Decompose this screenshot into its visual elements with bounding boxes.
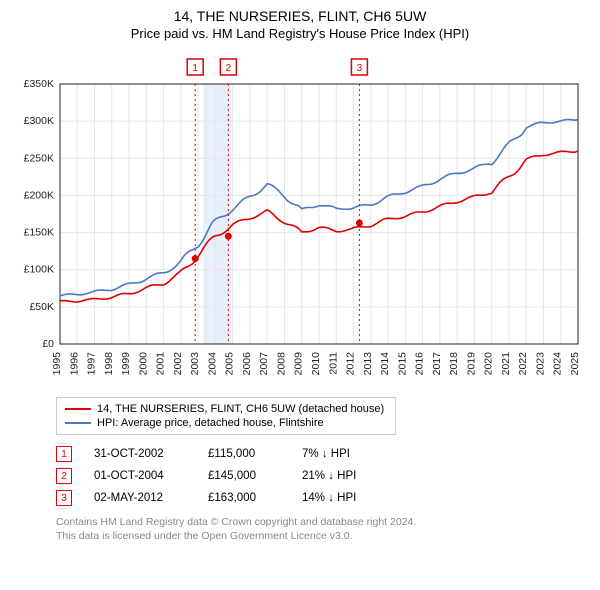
svg-text:1999: 1999 bbox=[120, 352, 132, 376]
svg-text:2006: 2006 bbox=[241, 352, 253, 376]
svg-text:2016: 2016 bbox=[414, 352, 426, 376]
sale-price: £163,000 bbox=[208, 492, 280, 504]
chart-subtitle: Price paid vs. HM Land Registry's House … bbox=[12, 26, 588, 41]
sales-table: 1 31-OCT-2002 £115,000 7% ↓ HPI 2 01-OCT… bbox=[56, 443, 588, 509]
svg-text:1996: 1996 bbox=[68, 352, 80, 376]
svg-text:2025: 2025 bbox=[569, 352, 581, 376]
svg-text:2015: 2015 bbox=[396, 352, 408, 376]
chart-title: 14, THE NURSERIES, FLINT, CH6 5UW bbox=[12, 8, 588, 24]
legend: 14, THE NURSERIES, FLINT, CH6 5UW (detac… bbox=[56, 397, 396, 435]
svg-text:2013: 2013 bbox=[362, 352, 374, 376]
chart-container: 14, THE NURSERIES, FLINT, CH6 5UW Price … bbox=[0, 0, 600, 553]
footnote: Contains HM Land Registry data © Crown c… bbox=[56, 515, 588, 543]
svg-text:£150K: £150K bbox=[24, 227, 54, 239]
svg-text:1995: 1995 bbox=[51, 352, 63, 376]
sale-marker: 1 bbox=[56, 446, 72, 462]
svg-text:2023: 2023 bbox=[534, 352, 546, 376]
sale-diff: 14% ↓ HPI bbox=[302, 492, 392, 504]
sale-price: £115,000 bbox=[208, 448, 280, 460]
svg-text:1: 1 bbox=[192, 63, 198, 74]
chart-area: £0 £50K £100K £150K £200K £250K £300K £350K 1995… bbox=[12, 49, 588, 389]
legend-swatch-red bbox=[65, 408, 91, 410]
sale-date: 01-OCT-2004 bbox=[94, 470, 186, 482]
svg-text:2009: 2009 bbox=[293, 352, 305, 376]
svg-text:2017: 2017 bbox=[431, 352, 443, 376]
sale-marker: 3 bbox=[56, 490, 72, 506]
legend-row: HPI: Average price, detached house, Flin… bbox=[65, 416, 387, 430]
legend-label: HPI: Average price, detached house, Flin… bbox=[97, 417, 324, 429]
sale-row: 2 01-OCT-2004 £145,000 21% ↓ HPI bbox=[56, 465, 588, 487]
svg-text:2010: 2010 bbox=[310, 352, 322, 376]
sale-row: 3 02-MAY-2012 £163,000 14% ↓ HPI bbox=[56, 487, 588, 509]
svg-text:2018: 2018 bbox=[448, 352, 460, 376]
svg-text:2004: 2004 bbox=[206, 352, 218, 376]
svg-text:2008: 2008 bbox=[275, 352, 287, 376]
sale-date: 31-OCT-2002 bbox=[94, 448, 186, 460]
svg-text:£350K: £350K bbox=[24, 78, 54, 90]
svg-text:2011: 2011 bbox=[327, 352, 339, 375]
svg-text:£50K: £50K bbox=[29, 301, 54, 313]
svg-text:2014: 2014 bbox=[379, 352, 391, 376]
svg-text:2005: 2005 bbox=[224, 352, 236, 376]
svg-text:1997: 1997 bbox=[86, 352, 98, 376]
svg-text:2003: 2003 bbox=[189, 352, 201, 376]
footnote-line: This data is licensed under the Open Gov… bbox=[56, 529, 588, 543]
sale-marker: 2 bbox=[56, 468, 72, 484]
svg-text:3: 3 bbox=[357, 63, 363, 74]
line-chart-svg: £0 £50K £100K £150K £200K £250K £300K £350K 1995… bbox=[12, 49, 588, 389]
sale-date: 02-MAY-2012 bbox=[94, 492, 186, 504]
legend-swatch-blue bbox=[65, 422, 91, 424]
sale-diff: 7% ↓ HPI bbox=[302, 448, 392, 460]
legend-label: 14, THE NURSERIES, FLINT, CH6 5UW (detac… bbox=[97, 403, 384, 415]
svg-text:£250K: £250K bbox=[24, 152, 54, 164]
svg-text:2: 2 bbox=[226, 63, 232, 74]
svg-text:2002: 2002 bbox=[172, 352, 184, 376]
sale-row: 1 31-OCT-2002 £115,000 7% ↓ HPI bbox=[56, 443, 588, 465]
svg-text:2024: 2024 bbox=[552, 352, 564, 376]
svg-text:2020: 2020 bbox=[483, 352, 495, 376]
svg-text:£300K: £300K bbox=[24, 115, 54, 127]
svg-text:2019: 2019 bbox=[465, 352, 477, 376]
svg-text:1998: 1998 bbox=[103, 352, 115, 376]
svg-text:£100K: £100K bbox=[24, 264, 54, 276]
svg-text:2001: 2001 bbox=[155, 352, 167, 376]
svg-text:£200K: £200K bbox=[24, 189, 54, 201]
svg-text:2012: 2012 bbox=[345, 352, 357, 376]
sale-price: £145,000 bbox=[208, 470, 280, 482]
svg-text:2022: 2022 bbox=[517, 352, 529, 376]
svg-text:2021: 2021 bbox=[500, 352, 512, 376]
svg-text:£0: £0 bbox=[42, 338, 54, 350]
footnote-line: Contains HM Land Registry data © Crown c… bbox=[56, 515, 588, 529]
svg-text:2000: 2000 bbox=[137, 352, 149, 376]
svg-text:2007: 2007 bbox=[258, 352, 270, 376]
sale-diff: 21% ↓ HPI bbox=[302, 470, 392, 482]
legend-row: 14, THE NURSERIES, FLINT, CH6 5UW (detac… bbox=[65, 402, 387, 416]
